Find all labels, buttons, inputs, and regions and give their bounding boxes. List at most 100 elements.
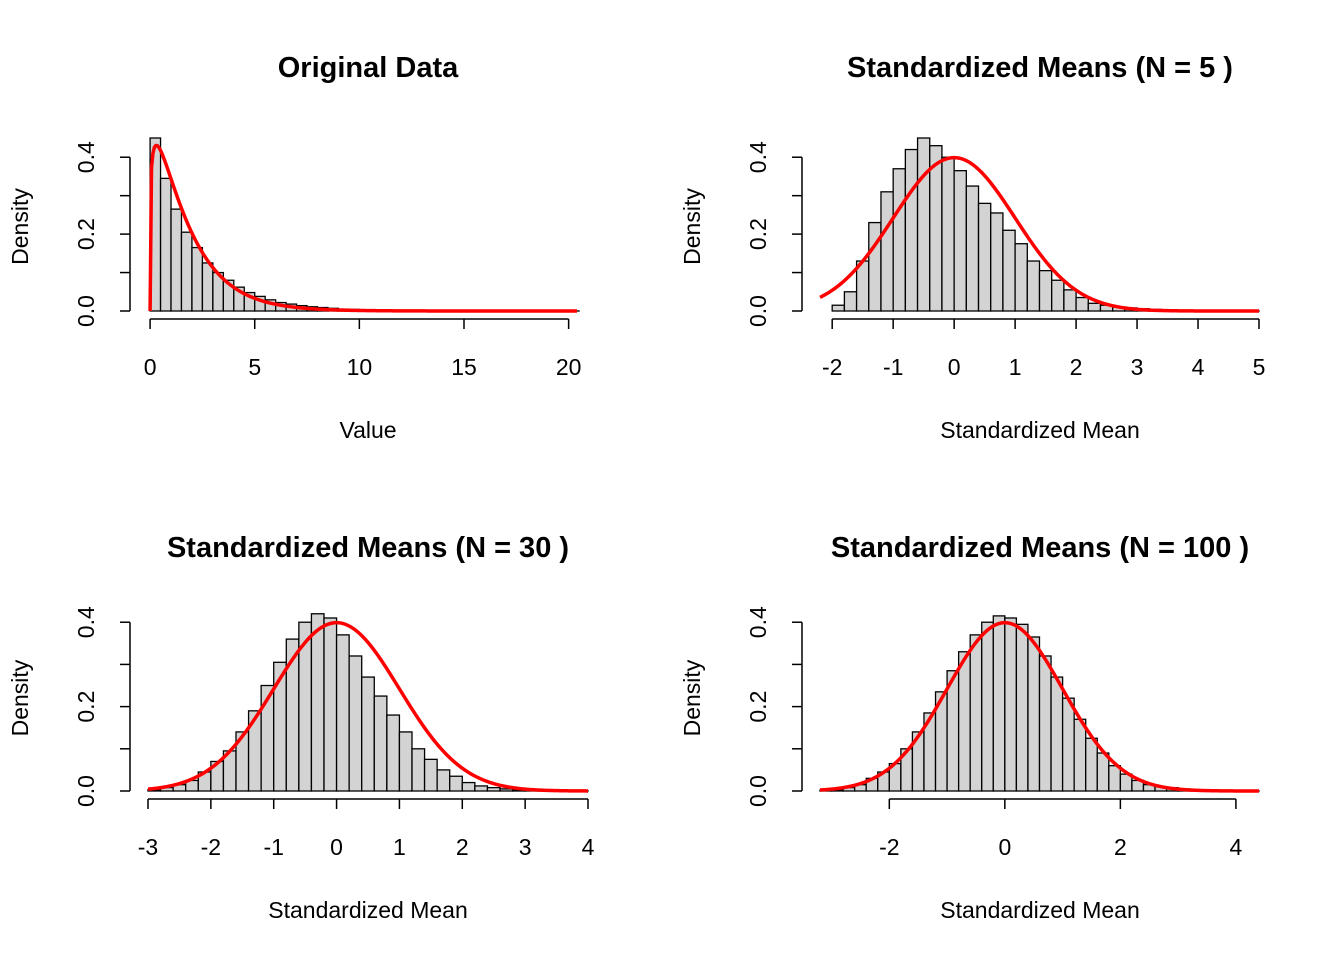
histogram-bar — [1003, 230, 1015, 311]
x-tick-label: 4 — [1192, 354, 1205, 380]
y-tick-label: 0.2 — [745, 691, 771, 723]
histogram-bar — [487, 788, 500, 791]
histogram-bar — [1064, 290, 1076, 311]
histogram-bar — [1005, 618, 1017, 791]
x-tick-label: 10 — [347, 354, 373, 380]
x-tick-label: 2 — [456, 834, 469, 860]
x-tick-label: 3 — [519, 834, 532, 860]
x-axis-label: Value — [339, 417, 396, 443]
y-tick-label: 0.4 — [745, 606, 771, 638]
y-axis-label: Density — [7, 188, 33, 265]
histogram-bar — [387, 715, 400, 791]
histogram-bar — [954, 171, 966, 311]
chart-title: Standardized Means (N = 100 ) — [831, 532, 1249, 564]
x-tick-label: 20 — [556, 354, 582, 380]
histogram-bar — [181, 232, 191, 311]
histogram-bar — [918, 138, 930, 311]
y-tick-label: 0.0 — [745, 295, 771, 327]
x-tick-label: 15 — [451, 354, 477, 380]
histogram-bar — [475, 786, 488, 791]
x-tick-label: 5 — [248, 354, 261, 380]
histogram-bars — [150, 138, 579, 311]
x-tick-label: 0 — [998, 834, 1011, 860]
x-axis-label: Standardized Mean — [268, 897, 467, 923]
histogram-bar — [1040, 271, 1052, 311]
histogram-bar — [966, 186, 978, 311]
histogram-bar — [192, 248, 202, 311]
x-tick-label: -2 — [822, 354, 842, 380]
histogram-bar — [844, 292, 856, 311]
chart-title: Standardized Means (N = 30 ) — [167, 532, 569, 564]
x-tick-label: 4 — [582, 834, 595, 860]
histogram-bar — [1015, 244, 1027, 311]
x-tick-label: 2 — [1114, 834, 1127, 860]
chart-title: Standardized Means (N = 5 ) — [847, 52, 1233, 84]
x-tick-label: 0 — [948, 354, 961, 380]
histogram-bar — [832, 305, 844, 311]
x-axis-label: Standardized Mean — [940, 417, 1139, 443]
histogram-bar — [905, 150, 917, 311]
chart-title: Original Data — [278, 52, 459, 84]
x-tick-label: -1 — [883, 354, 903, 380]
y-tick-label: 0.4 — [73, 606, 99, 638]
x-tick-label: 2 — [1070, 354, 1083, 380]
histogram-bar — [959, 652, 971, 791]
y-tick-label: 0.2 — [73, 691, 99, 723]
histogram-bar — [869, 223, 881, 311]
y-axis-label: Density — [679, 659, 705, 736]
x-tick-label: -3 — [138, 834, 158, 860]
histogram-bar — [982, 622, 994, 791]
x-tick-label: -2 — [879, 834, 899, 860]
histogram-bar — [979, 203, 991, 311]
histogram-bar — [1027, 261, 1039, 311]
histogram-bar — [1052, 280, 1064, 311]
x-axis-label: Standardized Mean — [940, 897, 1139, 923]
histogram-bar — [450, 776, 463, 791]
histogram-bar — [462, 783, 475, 791]
y-tick-label: 0.0 — [73, 775, 99, 807]
histogram-bar — [1016, 624, 1028, 791]
histogram-bar — [1040, 656, 1052, 791]
panel-3: -3 -2 -1 0 1 2 3 4 0.0 0.2 0.4 Standardized Means (… — [7, 532, 595, 923]
histogram-bar — [1088, 303, 1100, 311]
histogram-bars — [832, 138, 1259, 311]
histogram-bar — [362, 677, 375, 791]
histogram-bar — [171, 209, 181, 311]
histogram-bar — [349, 656, 362, 791]
histogram-bars — [820, 616, 1259, 791]
histogram-bar — [881, 192, 893, 311]
histogram-bar — [500, 789, 513, 791]
x-tick-label: 0 — [330, 834, 343, 860]
x-tick-label: 1 — [393, 834, 406, 860]
histogram-bar — [1097, 753, 1109, 791]
histogram-bar — [374, 696, 387, 791]
histogram-bar — [437, 770, 450, 791]
histogram-bar — [161, 178, 171, 311]
histogram-bar — [1076, 298, 1088, 311]
histogram-bar — [337, 635, 350, 791]
histogram-bar — [1028, 637, 1040, 791]
y-tick-label: 0.0 — [745, 775, 771, 807]
x-tick-label: -2 — [201, 834, 221, 860]
x-tick-label: 1 — [1009, 354, 1022, 380]
histogram-bar — [993, 616, 1005, 791]
y-tick-label: 0.0 — [73, 295, 99, 327]
histogram-bar — [893, 169, 905, 311]
histogram-bar — [425, 759, 438, 791]
histogram-bar — [970, 635, 982, 791]
histogram-bar — [942, 157, 954, 311]
x-tick-label: -1 — [263, 834, 283, 860]
x-tick-label: 4 — [1229, 834, 1242, 860]
histogram-bar — [930, 146, 942, 311]
x-tick-label: 3 — [1131, 354, 1144, 380]
y-tick-label: 0.4 — [73, 141, 99, 173]
panel-4: -2 0 2 4 0.0 0.2 0.4 Standardized Means (N = 10… — [679, 532, 1259, 923]
histogram-bar — [412, 749, 425, 791]
histogram-bar — [1074, 719, 1086, 791]
y-axis-label: Density — [7, 659, 33, 736]
histogram-bar — [1086, 738, 1098, 791]
